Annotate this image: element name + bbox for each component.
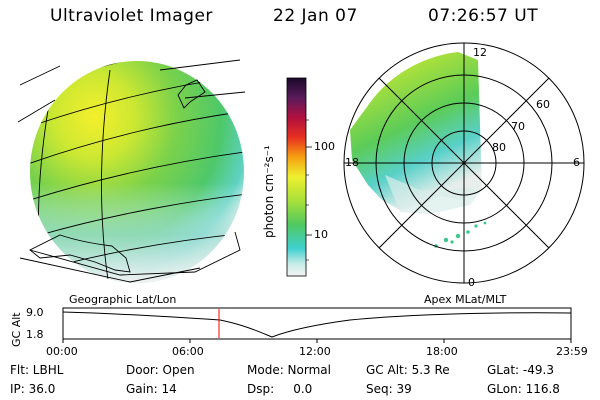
mlt-label-12: 12: [473, 46, 487, 59]
mlt-label-0: 0: [468, 276, 475, 289]
mlat-label-70: 70: [511, 120, 525, 133]
door-status: Door: Open: [126, 363, 195, 377]
geo-latitude-status: GLat: -49.3: [487, 363, 554, 377]
mode-status: Mode: Normal: [247, 363, 331, 377]
observation-time: 07:26:57 UT: [428, 6, 539, 26]
colorbar: [286, 77, 312, 277]
x-tick-2359: 23:59: [556, 345, 588, 358]
apex-coords-label: Apex MLat/MLT: [424, 293, 507, 306]
colorbar-tick-10: 10: [314, 228, 328, 241]
colorbar-unit: photon cm⁻²s⁻¹: [262, 145, 276, 238]
mlt-label-18: 18: [345, 156, 359, 169]
x-tick-0600: 06:00: [172, 345, 204, 358]
observation-date: 22 Jan 07: [273, 6, 358, 26]
y-tick-high: 9.0: [26, 306, 44, 319]
gc-altitude-status: GC Alt: 5.3 Re: [366, 363, 450, 377]
sequence-status: Seq: 39: [366, 382, 412, 396]
filter-status: Flt: LBHL: [10, 363, 64, 377]
mlat-label-60: 60: [536, 98, 550, 111]
gain-status: Gain: 14: [126, 382, 177, 396]
earth-image: [17, 59, 246, 283]
mlat-label-80: 80: [492, 141, 506, 154]
mlt-label-6: 6: [573, 156, 580, 169]
polar-plot: [343, 42, 585, 284]
x-tick-1800: 18:00: [426, 345, 458, 358]
dsp-status: Dsp: 0.0: [247, 382, 313, 396]
instrument-title: Ultraviolet Imager: [50, 6, 213, 26]
ip-status: IP: 36.0: [10, 382, 56, 396]
gc-alt-axis-title: GC Alt: [10, 312, 23, 347]
x-tick-0000: 00:00: [46, 345, 78, 358]
y-tick-low: 1.8: [26, 328, 44, 341]
colorbar-tick-100: 100: [314, 140, 335, 153]
geo-longitude-status: GLon: 116.8: [487, 382, 560, 396]
geographic-coords-label: Geographic Lat/Lon: [69, 293, 177, 306]
timeline-plot: [62, 307, 572, 343]
x-tick-1200: 12:00: [299, 345, 331, 358]
